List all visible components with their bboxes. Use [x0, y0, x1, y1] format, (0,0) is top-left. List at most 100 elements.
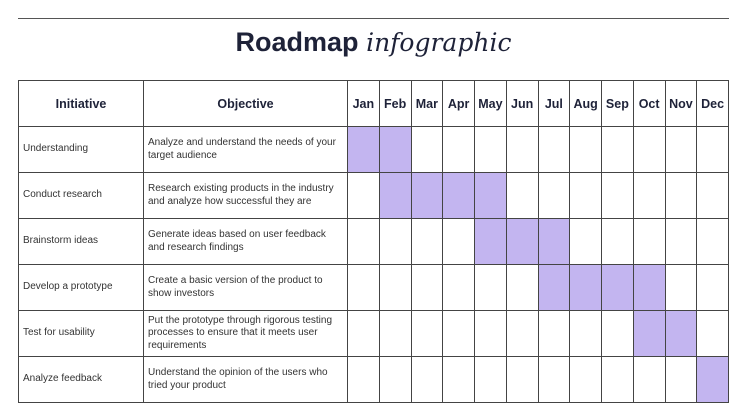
timeline-bar-cell — [537, 218, 571, 265]
initiative-cell: Test for usability — [18, 310, 144, 357]
header-month-apr: Apr — [442, 80, 475, 127]
header-month-oct: Oct — [632, 80, 666, 127]
month-cell — [410, 264, 444, 311]
month-cell — [664, 172, 698, 219]
month-cell — [505, 310, 539, 357]
month-cell — [537, 356, 571, 403]
month-cell — [696, 218, 729, 265]
month-cell — [569, 218, 602, 265]
table-row: Brainstorm ideas Generate ideas based on … — [18, 218, 729, 265]
timeline-bar-cell — [347, 126, 380, 173]
month-cell — [442, 310, 475, 357]
month-cell — [632, 126, 666, 173]
month-cell — [664, 218, 698, 265]
month-cell — [569, 356, 602, 403]
month-cell — [410, 310, 444, 357]
month-cell — [601, 172, 634, 219]
month-cell — [410, 356, 444, 403]
header-month-aug: Aug — [569, 80, 602, 127]
timeline-bar-cell — [537, 264, 571, 311]
timeline-bar-cell — [474, 218, 507, 265]
timeline-bar-cell — [378, 126, 412, 173]
month-cell — [696, 310, 729, 357]
month-cell — [474, 310, 507, 357]
header-month-jun: Jun — [505, 80, 539, 127]
month-cell — [347, 218, 380, 265]
month-cell — [347, 172, 380, 219]
timeline-bar-cell — [601, 264, 634, 311]
table-row: Understanding Analyze and understand the … — [18, 126, 729, 173]
month-cell — [632, 218, 666, 265]
initiative-cell: Analyze feedback — [18, 356, 144, 403]
objective-cell: Create a basic version of the product to… — [143, 264, 348, 311]
month-cell — [505, 264, 539, 311]
timeline-bar-cell — [410, 172, 444, 219]
timeline-bar-cell — [378, 172, 412, 219]
header-month-mar: Mar — [410, 80, 444, 127]
month-cell — [601, 356, 634, 403]
month-cell — [632, 172, 666, 219]
objective-cell: Understand the opinion of the users who … — [143, 356, 348, 403]
header-month-dec: Dec — [696, 80, 729, 127]
month-cell — [474, 264, 507, 311]
timeline-bar-cell — [442, 172, 475, 219]
month-cell — [505, 356, 539, 403]
header-row: Initiative Objective Jan Feb Mar Apr May Jun J… — [18, 80, 729, 127]
month-cell — [505, 172, 539, 219]
header-month-nov: Nov — [664, 80, 698, 127]
month-cell — [537, 126, 571, 173]
month-cell — [505, 126, 539, 173]
initiative-cell: Develop a prototype — [18, 264, 144, 311]
header-month-feb: Feb — [378, 80, 412, 127]
initiative-cell: Conduct research — [18, 172, 144, 219]
timeline-bar-cell — [664, 310, 698, 357]
month-cell — [696, 264, 729, 311]
month-cell — [632, 356, 666, 403]
month-cell — [442, 264, 475, 311]
objective-cell: Analyze and understand the needs of your… — [143, 126, 348, 173]
month-cell — [347, 356, 380, 403]
header-month-sep: Sep — [601, 80, 634, 127]
roadmap-table: Initiative Objective Jan Feb Mar Apr May Jun J… — [18, 80, 729, 403]
table-row: Develop a prototype Create a basic versio… — [18, 264, 729, 311]
month-cell — [442, 356, 475, 403]
page-title: Roadmap infographic — [0, 24, 747, 61]
month-cell — [410, 126, 444, 173]
month-cell — [601, 218, 634, 265]
timeline-bar-cell — [474, 172, 507, 219]
month-cell — [696, 126, 729, 173]
month-cell — [442, 218, 475, 265]
initiative-cell: Brainstorm ideas — [18, 218, 144, 265]
objective-cell: Put the prototype through rigorous testi… — [143, 310, 348, 357]
month-cell — [569, 126, 602, 173]
objective-cell: Generate ideas based on user feedback an… — [143, 218, 348, 265]
month-cell — [569, 310, 602, 357]
month-cell — [569, 172, 602, 219]
timeline-bar-cell — [505, 218, 539, 265]
month-cell — [347, 310, 380, 357]
header-initiative: Initiative — [18, 80, 144, 127]
timeline-bar-cell — [569, 264, 602, 311]
month-cell — [378, 218, 412, 265]
header-month-may: May — [474, 80, 507, 127]
table-row: Conduct research Research existing produc… — [18, 172, 729, 219]
month-cell — [378, 310, 412, 357]
month-cell — [664, 356, 698, 403]
timeline-bar-cell — [696, 356, 729, 403]
objective-cell: Research existing products in the indust… — [143, 172, 348, 219]
initiative-cell: Understanding — [18, 126, 144, 173]
title-bold: Roadmap — [235, 27, 359, 57]
table-row: Analyze feedback Understand the opinion o… — [18, 356, 729, 403]
month-cell — [664, 264, 698, 311]
month-cell — [347, 264, 380, 311]
header-objective: Objective — [143, 80, 348, 127]
month-cell — [537, 310, 571, 357]
month-cell — [696, 172, 729, 219]
header-month-jan: Jan — [347, 80, 380, 127]
timeline-bar-cell — [632, 264, 666, 311]
title-italic: infographic — [366, 28, 512, 57]
timeline-bar-cell — [632, 310, 666, 357]
header-month-jul: Jul — [537, 80, 571, 127]
month-cell — [537, 172, 571, 219]
table-row: Test for usability Put the prototype thro… — [18, 310, 729, 357]
